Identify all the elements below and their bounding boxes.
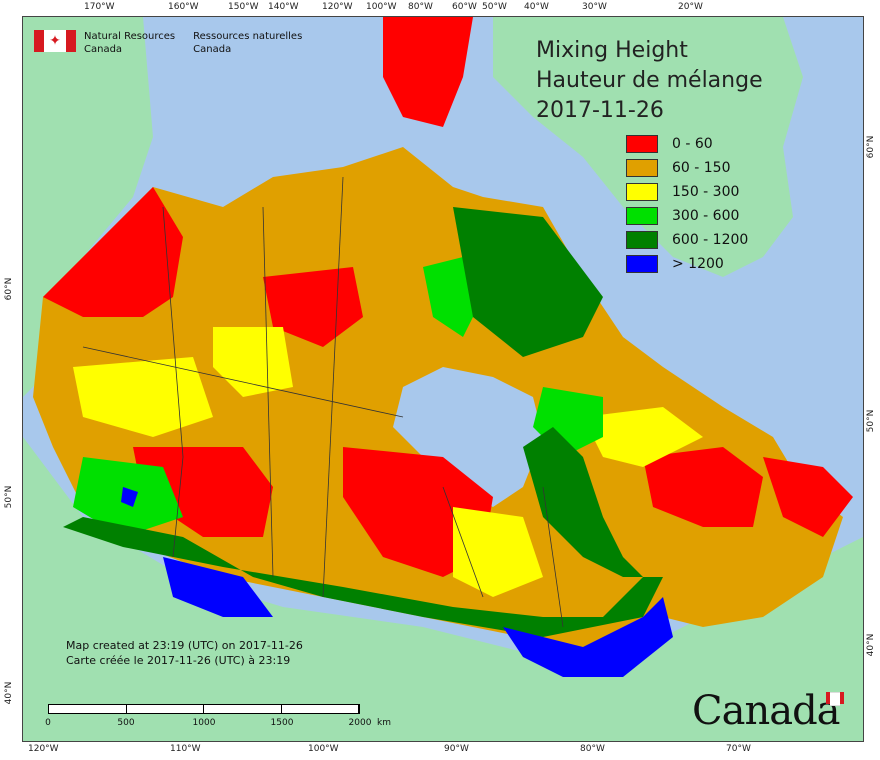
map-svg (23, 17, 863, 741)
graticule-label: 40°N (866, 633, 876, 657)
zone-yellow-bc-north (73, 357, 213, 437)
map-canvas[interactable] (22, 16, 864, 742)
legend-swatch (626, 183, 658, 201)
scale-unit: km (377, 718, 391, 728)
border-line (82, 346, 404, 418)
legend-label: 600 - 1200 (672, 232, 749, 248)
scale-bar-graphic (48, 704, 360, 714)
border-line (542, 486, 564, 628)
zone-blue-prairies (163, 557, 273, 617)
legend-label: 60 - 150 (672, 160, 731, 176)
graticule-label: 60°W (452, 2, 477, 12)
legend-item: 600 - 1200 (626, 228, 748, 252)
graticule-label: 110°W (170, 744, 201, 754)
agency-name-en-2: Canada (84, 44, 123, 55)
graticule-label: 60°N (4, 277, 14, 301)
graticule-label: 90°W (444, 744, 469, 754)
credit-fr: Carte créée le 2017-11-26 (UTC) à 23:19 (66, 654, 291, 667)
legend-item: 0 - 60 (626, 132, 748, 156)
border-line (162, 206, 184, 558)
zone-red-labrador (763, 457, 853, 537)
zone-red-quebec (643, 447, 763, 527)
graticule-label: 60°N (866, 135, 876, 159)
agency-name-fr: Ressources naturelles (193, 31, 303, 42)
graticule-label: 170°W (84, 2, 115, 12)
graticule-label: 100°W (308, 744, 339, 754)
zone-blue-great-lakes (503, 597, 673, 677)
graticule-label: 80°W (580, 744, 605, 754)
legend-item: 150 - 300 (626, 180, 748, 204)
graticule-label: 30°W (582, 2, 607, 12)
canada-flag-icon: ✦ (34, 30, 76, 52)
scale-bar: 0 500 1000 1500 2000 km (44, 704, 391, 734)
canada-wordmark: Canada (692, 688, 844, 734)
usa (23, 437, 863, 741)
graticule-label: 50°N (4, 485, 14, 509)
legend-item: 300 - 600 (626, 204, 748, 228)
legend-label: 300 - 600 (672, 208, 740, 224)
zone-yellow-ontario (453, 507, 543, 597)
graticule-top: 170°W 160°W 150°W 140°W 120°W 100°W 80°W… (0, 2, 880, 18)
zone-darkgreen-south (63, 427, 663, 637)
zone-red-arctic-north (383, 17, 473, 127)
title-date: 2017-11-26 (536, 98, 664, 123)
graticule-right: 60°N 50°N 40°N (862, 0, 880, 760)
graticule-label: 150°W (228, 2, 259, 12)
graticule-label: 50°W (482, 2, 507, 12)
scale-label: 0 (45, 718, 51, 728)
legend-item: 60 - 150 (626, 156, 748, 180)
scale-label: 1500 (270, 718, 294, 728)
graticule-label: 20°W (678, 2, 703, 12)
map-title: Mixing Height Hauteur de mélange 2017-11… (536, 36, 763, 126)
title-en: Mixing Height (536, 38, 688, 63)
legend-swatch (626, 231, 658, 249)
graticule-label: 50°N (866, 409, 876, 433)
legend-swatch (626, 207, 658, 225)
scale-label: 1000 (192, 718, 216, 728)
graticule-label: 70°W (726, 744, 751, 754)
graticule-label: 40°W (524, 2, 549, 12)
map-credit: Map created at 23:19 (UTC) on 2017-11-26… (66, 638, 303, 668)
agency-header: ✦ Natural Resources Canada Ressources na… (34, 30, 312, 56)
graticule-label: 120°W (28, 744, 59, 754)
scale-label: 500 (117, 718, 135, 728)
zone-red-alberta (133, 447, 273, 537)
legend-label: 150 - 300 (672, 184, 740, 200)
graticule-label: 100°W (366, 2, 397, 12)
graticule-label: 80°W (408, 2, 433, 12)
legend-label: 0 - 60 (672, 136, 713, 152)
wordmark-text: Canada (692, 688, 841, 734)
zone-darkgreen-baffin (453, 207, 603, 357)
graticule-label: 40°N (4, 681, 14, 705)
zone-blue-bc (121, 487, 138, 507)
hudson-bay (393, 367, 543, 507)
graticule-label: 160°W (168, 2, 199, 12)
legend-swatch (626, 255, 658, 273)
legend-label: > 1200 (672, 256, 724, 272)
agency-name-fr-2: Canada (193, 44, 232, 55)
graticule-bottom: 120°W 110°W 100°W 90°W 80°W 70°W (0, 744, 880, 760)
legend-item: > 1200 (626, 252, 748, 276)
legend-swatch (626, 135, 658, 153)
credit-en: Map created at 23:19 (UTC) on 2017-11-26 (66, 639, 303, 652)
title-fr: Hauteur de mélange (536, 68, 763, 93)
map-legend: 0 - 60 60 - 150 150 - 300 300 - 600 600 - 12… (626, 132, 748, 276)
border-line (262, 206, 274, 578)
graticule-label: 140°W (268, 2, 299, 12)
graticule-label: 120°W (322, 2, 353, 12)
legend-swatch (626, 159, 658, 177)
wordmark-flag-icon (826, 692, 844, 706)
agency-name-en: Natural Resources (84, 31, 176, 42)
border-line (322, 176, 344, 598)
scale-label: 2000 (348, 718, 372, 728)
zone-yellow-quebec (583, 407, 703, 467)
zone-red-yukon (43, 187, 183, 317)
border-line (442, 486, 484, 598)
graticule-left: 60°N 50°N 40°N (0, 0, 20, 760)
